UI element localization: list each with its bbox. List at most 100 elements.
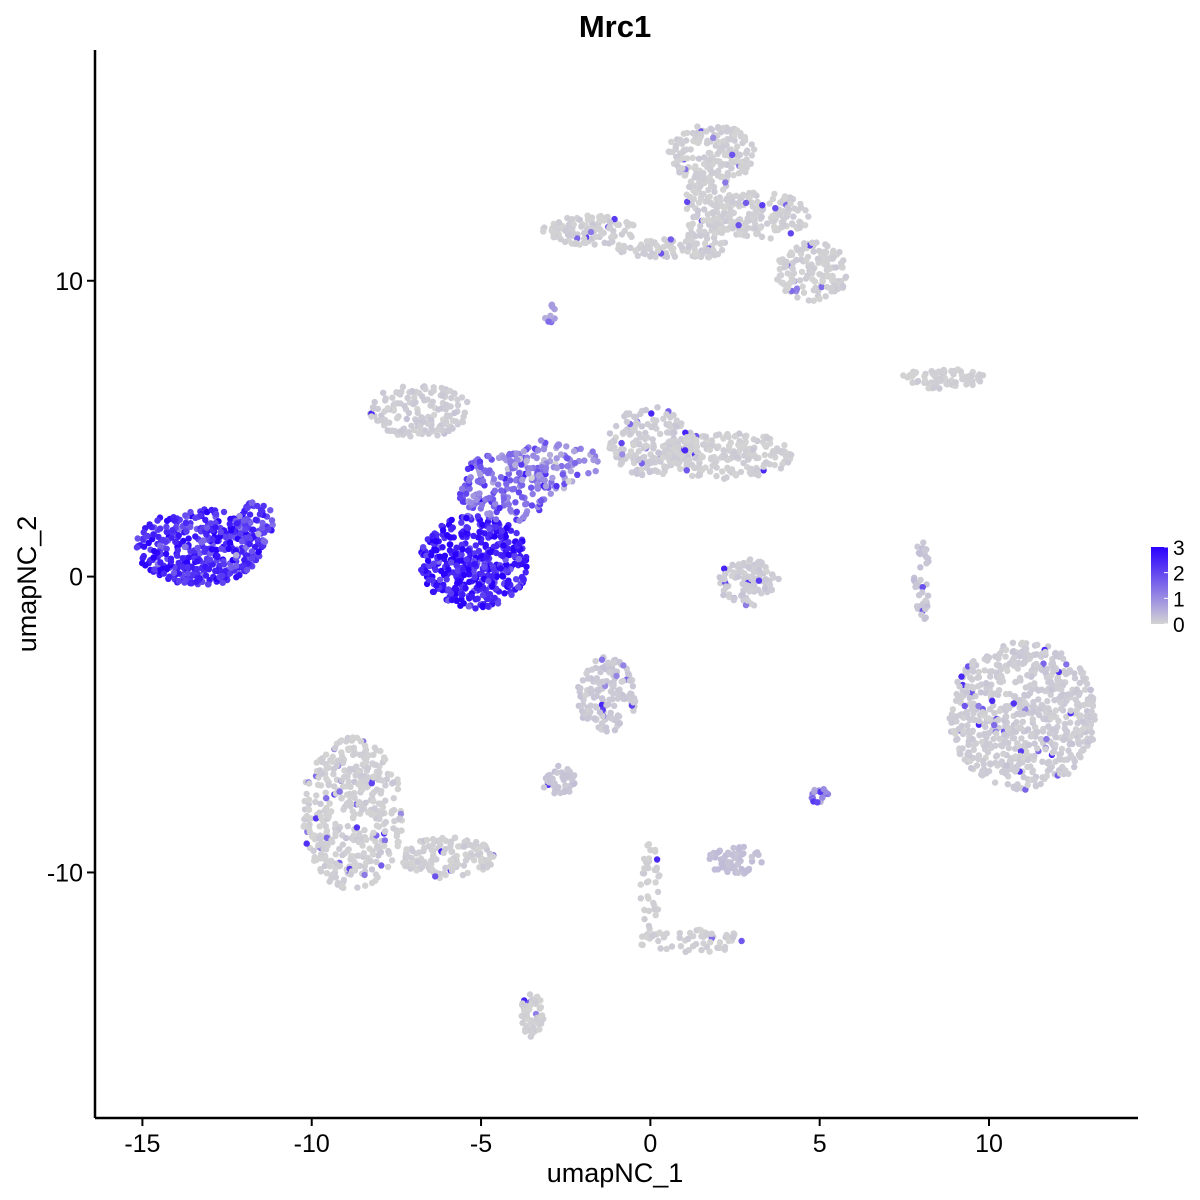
cell-point [656,872,663,879]
cell-point [725,566,733,573]
cell-point [505,470,513,477]
cell-point [356,751,364,758]
cell-point [510,547,517,554]
cell-point [621,695,628,703]
cell-point [984,749,992,756]
cell-point [474,595,481,602]
cell-point [385,847,392,855]
cell-point [418,566,425,574]
cell-point [252,516,259,523]
cell-point [150,531,157,538]
cell-point [1036,664,1043,671]
cell-point [522,1028,529,1035]
cell-point [754,849,761,856]
cell-point [570,221,577,228]
cell-point [1043,772,1050,780]
cell-point [1003,762,1010,769]
cell-point [762,576,770,583]
cell-point [353,763,360,770]
cell-point [1062,727,1070,734]
cell-point [419,393,426,400]
cell-point [627,244,634,251]
cell-point [349,734,356,741]
cell-point [618,439,625,447]
cell-point [579,701,587,708]
cell-point [174,547,181,554]
cell-point [514,456,521,464]
cell-point [347,783,354,791]
cell-point [681,171,688,179]
cell-point [948,711,956,718]
cell-point [182,519,190,526]
cell-point [374,843,382,850]
cell-point [360,850,367,857]
cell-point [463,514,470,522]
cell-point [532,999,539,1006]
cell-point [1002,713,1010,720]
cell-point [802,275,810,282]
cell-point [598,228,605,236]
cell-point [693,240,701,247]
cell-point [465,603,472,610]
cell-point [203,524,211,531]
cell-point [404,853,411,860]
cell-point [413,867,420,874]
cell-point [615,692,622,699]
cell-point [630,442,637,449]
cell-point [528,484,535,491]
cell-point [943,380,950,388]
cell-point [1001,731,1008,738]
cell-point [970,700,977,707]
cell-point [349,814,357,821]
cell-point [639,870,647,877]
cell-point [364,764,372,772]
cell-point [965,741,972,749]
cell-point [698,452,705,459]
cell-point [790,270,798,277]
cell-point [750,436,757,443]
cell-point [830,254,837,261]
cell-point [742,867,750,875]
cell-point [518,461,525,468]
cell-point [694,207,702,214]
cell-point [435,406,442,413]
cell-point [996,650,1003,657]
cell-point [208,561,215,568]
cell-point [1009,735,1016,742]
cell-point [642,244,649,251]
cell-point [777,211,784,219]
cell-point [205,566,213,573]
cell-point [169,527,176,534]
cell-point [1073,701,1081,708]
cell-point [154,517,161,524]
cell-point [503,567,511,574]
cell-point [720,435,727,442]
cell-point [741,433,748,440]
cell-point [620,662,627,669]
cell-point [1040,660,1047,667]
cell-point [369,851,377,858]
cell-point [753,454,760,462]
cell-point [522,501,529,508]
legend-tick-label: 2 [1173,563,1185,586]
cell-point [706,446,714,453]
cell-point [769,195,777,203]
cell-point [338,749,345,756]
cell-point [313,759,320,766]
cell-point [621,244,629,251]
cell-point [236,512,243,520]
cell-point [448,516,455,524]
cell-point [720,186,727,193]
cell-point [1032,782,1040,789]
cell-point [799,283,806,290]
cell-point [328,836,335,844]
cell-point [662,447,669,454]
cell-point [540,784,548,791]
cell-point [587,228,595,236]
cell-point [258,524,266,532]
cell-point [237,530,244,537]
cell-point [549,474,556,482]
cell-point [373,858,380,866]
cell-point [246,540,253,548]
cell-point [1066,667,1074,674]
